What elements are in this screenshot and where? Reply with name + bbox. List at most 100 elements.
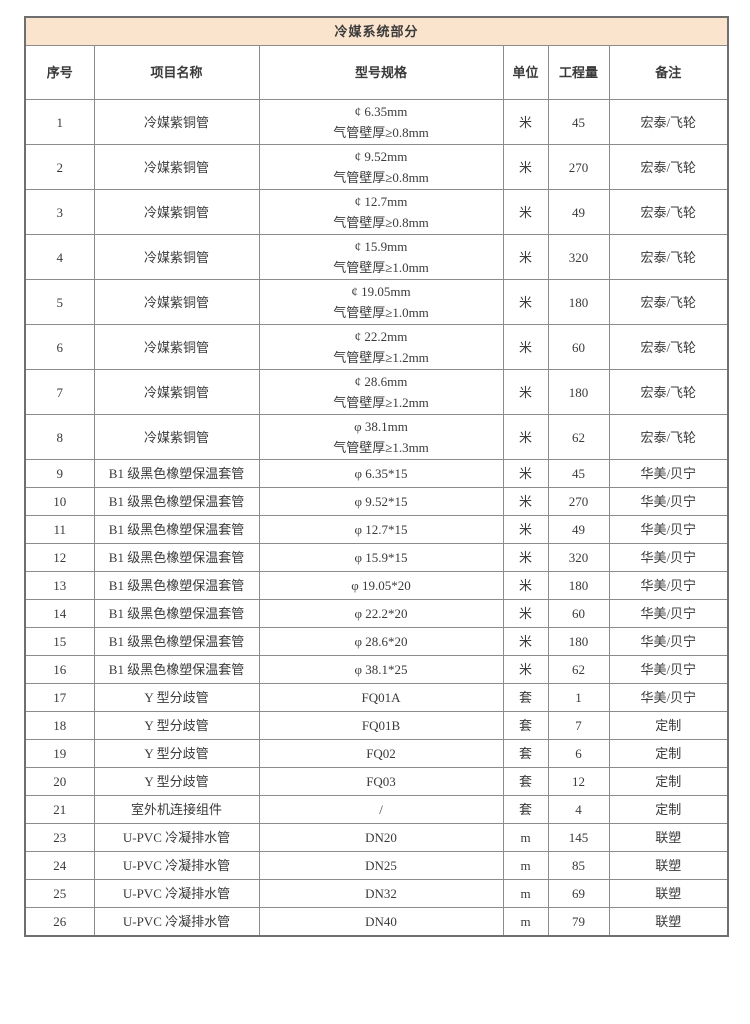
cell-text: DN40 — [365, 914, 397, 929]
cell-spec: ¢ 12.7mm 气管壁厚≥0.8mm — [258, 189, 504, 235]
cell-text: 3 — [56, 204, 64, 220]
cell-text: 气管壁厚≥0.8mm — [333, 170, 429, 185]
cell-text: B1 级黑色橡塑保温套管 — [108, 606, 245, 621]
column-header-unit: 单位 — [502, 45, 549, 100]
table-row: 11 B1 级黑色橡塑保温套管 φ 12.7*15 米 49 华美/贝宁 — [24, 515, 729, 544]
cell-spec: φ 12.7*15 — [258, 515, 504, 544]
table-row: 23 U-PVC 冷凝排水管 DN20 m 145 联塑 — [24, 823, 729, 852]
cell-text: 145 — [568, 830, 589, 845]
column-header-quantity: 工程量 — [547, 45, 610, 100]
cell-seq: 2 — [24, 144, 95, 190]
cell-text: ¢ 28.6mm — [354, 374, 408, 389]
table-row: 5 冷媒紫铜管 ¢ 19.05mm 气管壁厚≥1.0mm 米 180 宏泰/飞轮 — [24, 279, 729, 325]
cell-seq: 11 — [24, 515, 95, 544]
cell-remark: 华美/贝宁 — [608, 487, 729, 516]
cell-text: φ 15.9*15 — [354, 550, 408, 565]
cell-spec: φ 19.05*20 — [258, 571, 504, 600]
cell-remark: 定制 — [608, 711, 729, 740]
cell-text: 定制 — [655, 802, 682, 817]
cell-unit: 米 — [502, 571, 549, 600]
cell-text: 套 — [518, 774, 532, 789]
cell-text: 套 — [518, 802, 532, 817]
table-row: 6 冷媒紫铜管 ¢ 22.2mm 气管壁厚≥1.2mm 米 60 宏泰/飞轮 — [24, 324, 729, 370]
cell-item-name: 冷媒紫铜管 — [93, 99, 260, 145]
cell-item-name: B1 级黑色橡塑保温套管 — [93, 571, 260, 600]
cell-text: 6 — [575, 746, 582, 761]
cell-quantity: 4 — [547, 795, 610, 824]
cell-text: φ 9.52*15 — [354, 494, 408, 509]
cell-text: FQ03 — [366, 774, 396, 789]
cell-text: 气管壁厚≥1.2mm — [333, 395, 429, 410]
cell-remark: 华美/贝宁 — [608, 571, 729, 600]
cell-item-name: Y 型分歧管 — [93, 711, 260, 740]
cell-seq: 14 — [24, 599, 95, 628]
cell-item-name: 冷媒紫铜管 — [93, 414, 260, 460]
cell-text: 26 — [53, 914, 67, 929]
cell-text: 45 — [572, 114, 585, 130]
cell-spec: ¢ 9.52mm 气管壁厚≥0.8mm — [258, 144, 504, 190]
cell-text: 4 — [56, 249, 64, 265]
table-row: 3 冷媒紫铜管 ¢ 12.7mm 气管壁厚≥0.8mm 米 49 宏泰/飞轮 — [24, 189, 729, 235]
cell-unit: 米 — [502, 599, 549, 628]
cell-item-name: B1 级黑色橡塑保温套管 — [93, 627, 260, 656]
cell-item-name: U-PVC 冷凝排水管 — [93, 879, 260, 908]
cell-unit: 套 — [502, 739, 549, 768]
cell-quantity: 180 — [547, 571, 610, 600]
cell-text: 49 — [572, 522, 585, 537]
cell-text: 13 — [53, 578, 67, 593]
cell-remark: 宏泰/飞轮 — [608, 369, 729, 415]
table-body: 1 冷媒紫铜管 ¢ 6.35mm 气管壁厚≥0.8mm 米 45 宏泰/飞轮 2 冷媒紫铜管 ¢ … — [24, 99, 729, 937]
cell-item-name: 冷媒紫铜管 — [93, 144, 260, 190]
cell-quantity: 45 — [547, 459, 610, 488]
cell-spec: FQ03 — [258, 767, 504, 796]
cell-text: 米 — [518, 384, 532, 400]
cell-seq: 24 — [24, 851, 95, 880]
cell-text: 69 — [572, 886, 585, 901]
table-row: 1 冷媒紫铜管 ¢ 6.35mm 气管壁厚≥0.8mm 米 45 宏泰/飞轮 — [24, 99, 729, 145]
cell-remark: 华美/贝宁 — [608, 543, 729, 572]
cell-text: 米 — [518, 606, 532, 621]
table-row: 16 B1 级黑色橡塑保温套管 φ 38.1*25 米 62 华美/贝宁 — [24, 655, 729, 684]
cell-seq: 9 — [24, 459, 95, 488]
cell-quantity: 79 — [547, 907, 610, 937]
cell-text: Y 型分歧管 — [144, 690, 209, 705]
cell-item-name: Y 型分歧管 — [93, 683, 260, 712]
cell-text: 宏泰/飞轮 — [640, 384, 697, 400]
cell-text: 12 — [572, 774, 585, 789]
cell-quantity: 60 — [547, 324, 610, 370]
cell-item-name: U-PVC 冷凝排水管 — [93, 907, 260, 937]
cell-item-name: Y 型分歧管 — [93, 739, 260, 768]
cell-spec: DN20 — [258, 823, 504, 852]
cell-text: DN32 — [365, 886, 397, 901]
cell-remark: 宏泰/飞轮 — [608, 144, 729, 190]
cell-unit: 套 — [502, 795, 549, 824]
cell-text: 套 — [518, 690, 532, 705]
table-row: 14 B1 级黑色橡塑保温套管 φ 22.2*20 米 60 华美/贝宁 — [24, 599, 729, 628]
table-row: 26 U-PVC 冷凝排水管 DN40 m 79 联塑 — [24, 907, 729, 937]
cell-spec: FQ01B — [258, 711, 504, 740]
cell-seq: 18 — [24, 711, 95, 740]
cell-text: 19 — [53, 746, 67, 761]
cell-text: 45 — [572, 466, 585, 481]
cell-item-name: 冷媒紫铜管 — [93, 369, 260, 415]
cell-unit: 米 — [502, 144, 549, 190]
cell-text: 华美/贝宁 — [640, 662, 697, 677]
cell-spec: / — [258, 795, 504, 824]
cell-seq: 21 — [24, 795, 95, 824]
cell-text: 华美/贝宁 — [640, 606, 697, 621]
cell-unit: m — [502, 851, 549, 880]
cell-spec: φ 38.1*25 — [258, 655, 504, 684]
cell-text: B1 级黑色橡塑保温套管 — [108, 466, 245, 481]
cell-text: B1 级黑色橡塑保温套管 — [108, 578, 245, 593]
cell-unit: 套 — [502, 683, 549, 712]
cell-text: 华美/贝宁 — [640, 550, 697, 565]
cell-quantity: 180 — [547, 627, 610, 656]
cell-text: 米 — [518, 662, 532, 677]
cell-text: 套 — [518, 746, 532, 761]
refrigerant-system-table: 冷媒系统部分 序号 项目名称 型号规格 单位 工程量 备注 1 冷媒紫铜管 ¢ 6.… — [24, 16, 730, 937]
cell-text: DN20 — [365, 830, 397, 845]
cell-remark: 定制 — [608, 739, 729, 768]
cell-item-name: B1 级黑色橡塑保温套管 — [93, 487, 260, 516]
cell-text: FQ01B — [361, 718, 401, 733]
column-header-remark: 备注 — [608, 45, 729, 100]
